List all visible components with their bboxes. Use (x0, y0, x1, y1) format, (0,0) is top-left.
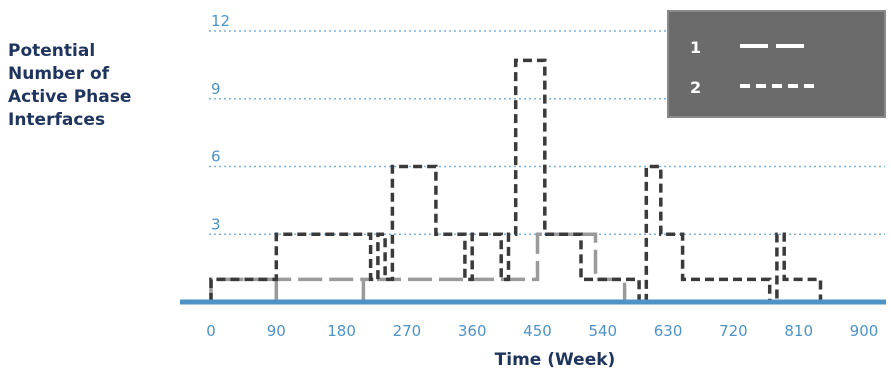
x-tick-label-0: 0 (206, 322, 216, 340)
x-tick-label-90: 90 (267, 322, 286, 340)
x-tick-label-810: 810 (784, 322, 813, 340)
series-line-2 (209, 58, 879, 304)
legend: 1 2 (667, 10, 886, 118)
series-layer (209, 58, 879, 304)
y-tick-label-6: 6 (211, 148, 221, 166)
legend-label-2: 2 (690, 78, 701, 97)
y-axis-label: Potential Number of Active Phase Interfa… (8, 40, 158, 132)
x-axis-label: Time (Week) (494, 350, 616, 370)
x-tick-label-270: 270 (393, 322, 422, 340)
x-tick-label-180: 180 (327, 322, 356, 340)
x-tick-label-630: 630 (654, 322, 683, 340)
y-tick-label-3: 3 (211, 215, 221, 233)
x-tick-label-360: 360 (458, 322, 487, 340)
x-tick-label-720: 720 (719, 322, 748, 340)
y-tick-label-9: 9 (211, 80, 221, 98)
y-axis-label-line-1: Potential (8, 41, 96, 61)
legend-box (667, 10, 886, 118)
y-tick-label-12: 12 (211, 12, 230, 30)
x-tick-label-540: 540 (588, 322, 617, 340)
x-tick-label-900: 900 (850, 322, 879, 340)
legend-label-1: 1 (690, 38, 701, 57)
y-axis-label-line-3: Active Phase (8, 87, 132, 107)
x-tick-label-450: 450 (523, 322, 552, 340)
y-axis-label-line-2: Number of (8, 64, 110, 84)
y-axis-label-line-4: Interfaces (8, 110, 106, 130)
